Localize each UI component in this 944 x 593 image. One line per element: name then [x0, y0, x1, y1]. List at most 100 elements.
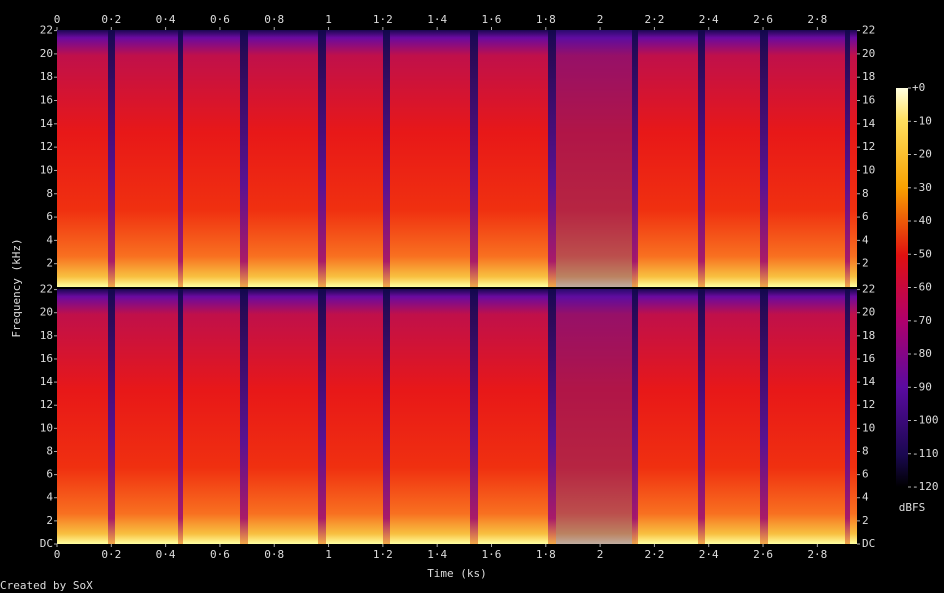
pause-band: [178, 30, 183, 287]
y-tick-label: 20: [40, 47, 53, 60]
pause-band: [548, 289, 556, 544]
x-tick-label: 2·8: [807, 13, 827, 26]
pause-band: [698, 30, 705, 287]
pause-band: [760, 289, 768, 544]
pause-band: [698, 289, 705, 544]
y-axis-label: Frequency (kHz): [10, 238, 23, 337]
pause-band: [760, 30, 768, 287]
y-tick-label: 18: [862, 70, 875, 83]
y-tick-label: 4: [46, 233, 53, 246]
pause-band: [470, 30, 478, 287]
pause-band: [240, 289, 248, 544]
x-tick-label: 0·8: [264, 548, 284, 561]
x-tick-label: 2·4: [699, 548, 719, 561]
quiet-region: [556, 30, 636, 287]
x-tick-label: 0: [54, 548, 61, 561]
x-tick-label: 1: [325, 13, 332, 26]
pause-band: [240, 30, 248, 287]
colorbar-tick-label: -90: [912, 380, 932, 393]
colorbar-tick-label: -40: [912, 214, 932, 227]
x-tick-label: 2·2: [644, 13, 664, 26]
y-tick-label: 8: [862, 444, 869, 457]
y-tick-label: 12: [862, 398, 875, 411]
x-tick-label: 2·8: [807, 548, 827, 561]
y-tick-label: 16: [862, 352, 875, 365]
y-tick-label: 4: [46, 491, 53, 504]
quiet-region: [556, 289, 636, 544]
y-tick-label: DC: [40, 537, 53, 550]
y-tick-label: 8: [46, 444, 53, 457]
y-tick-label: 4: [862, 491, 869, 504]
pause-band: [108, 289, 115, 544]
y-tick-label: 14: [862, 375, 876, 388]
y-tick-label: 14: [40, 117, 54, 130]
x-tick-label: 0: [54, 13, 61, 26]
y-tick-label: 6: [862, 210, 869, 223]
pause-band: [845, 289, 850, 544]
colorbar-tick-label: -80: [912, 347, 932, 360]
pause-band: [383, 30, 390, 287]
y-tick-label: 22: [862, 283, 875, 296]
y-tick-label: 6: [862, 468, 869, 481]
y-tick-label: 12: [862, 140, 875, 153]
x-tick-label: 1·8: [536, 13, 556, 26]
y-tick-label: 20: [862, 306, 875, 319]
y-tick-label: 10: [40, 421, 53, 434]
y-tick-label: 2: [46, 514, 53, 527]
x-tick-label: 1·4: [427, 548, 447, 561]
y-tick-label: 18: [40, 70, 53, 83]
pause-band: [178, 289, 183, 544]
x-tick-label: 1·4: [427, 13, 447, 26]
colorbar-tick-label: -60: [912, 281, 932, 294]
x-tick-label: 2: [597, 13, 604, 26]
pause-band: [548, 30, 556, 287]
spectrogram-channel: [57, 30, 857, 287]
pause-band: [470, 289, 478, 544]
colorbar-label: dBFS: [899, 501, 926, 514]
colorbar-tick-label: -50: [912, 247, 932, 260]
x-tick-label: 0·4: [156, 13, 176, 26]
x-tick-label: 1·2: [373, 548, 393, 561]
x-tick-label: 1·8: [536, 548, 556, 561]
y-tick-label: 12: [40, 140, 53, 153]
y-tick-label: 22: [40, 24, 53, 37]
colorbar-tick-label: -20: [912, 148, 932, 161]
pause-band: [845, 30, 850, 287]
x-tick-label: 1·6: [482, 548, 502, 561]
y-tick-label: 18: [862, 329, 875, 342]
y-tick-label: 14: [862, 117, 876, 130]
y-tick-label: 2: [862, 514, 869, 527]
x-tick-label: 2·6: [753, 548, 773, 561]
y-tick-label: 16: [40, 94, 53, 107]
colorbar-tick-label: -10: [912, 114, 932, 127]
y-tick-label: 10: [862, 163, 875, 176]
x-tick-label: 1·6: [482, 13, 502, 26]
y-tick-label: 2: [46, 257, 53, 270]
pause-band: [108, 30, 115, 287]
x-tick-label: 0·6: [210, 13, 230, 26]
colorbar: [896, 88, 908, 487]
x-tick-label: 0·2: [101, 13, 121, 26]
spectrogram-channel: [57, 289, 857, 544]
pause-band: [632, 30, 638, 287]
y-tick-label: 4: [862, 233, 869, 246]
colorbar-tick-label: -120: [912, 480, 939, 493]
spectrogram-area: [57, 30, 857, 544]
pause-band: [318, 30, 326, 287]
y-tick-label: 16: [862, 94, 875, 107]
y-tick-label: 10: [862, 421, 875, 434]
x-tick-label: 0·6: [210, 548, 230, 561]
colorbar-tick-label: -30: [912, 181, 932, 194]
y-tick-label: 8: [46, 187, 53, 200]
x-tick-label: 2·6: [753, 13, 773, 26]
credit: Created by SoX: [0, 579, 93, 592]
colorbar-tick-label: -100: [912, 414, 939, 427]
y-tick-label: 18: [40, 329, 53, 342]
pause-band: [632, 289, 638, 544]
x-tick-label: 2·4: [699, 13, 719, 26]
y-tick-label: 12: [40, 398, 53, 411]
y-tick-label: 6: [46, 210, 53, 223]
x-tick-label: 0·4: [156, 548, 176, 561]
